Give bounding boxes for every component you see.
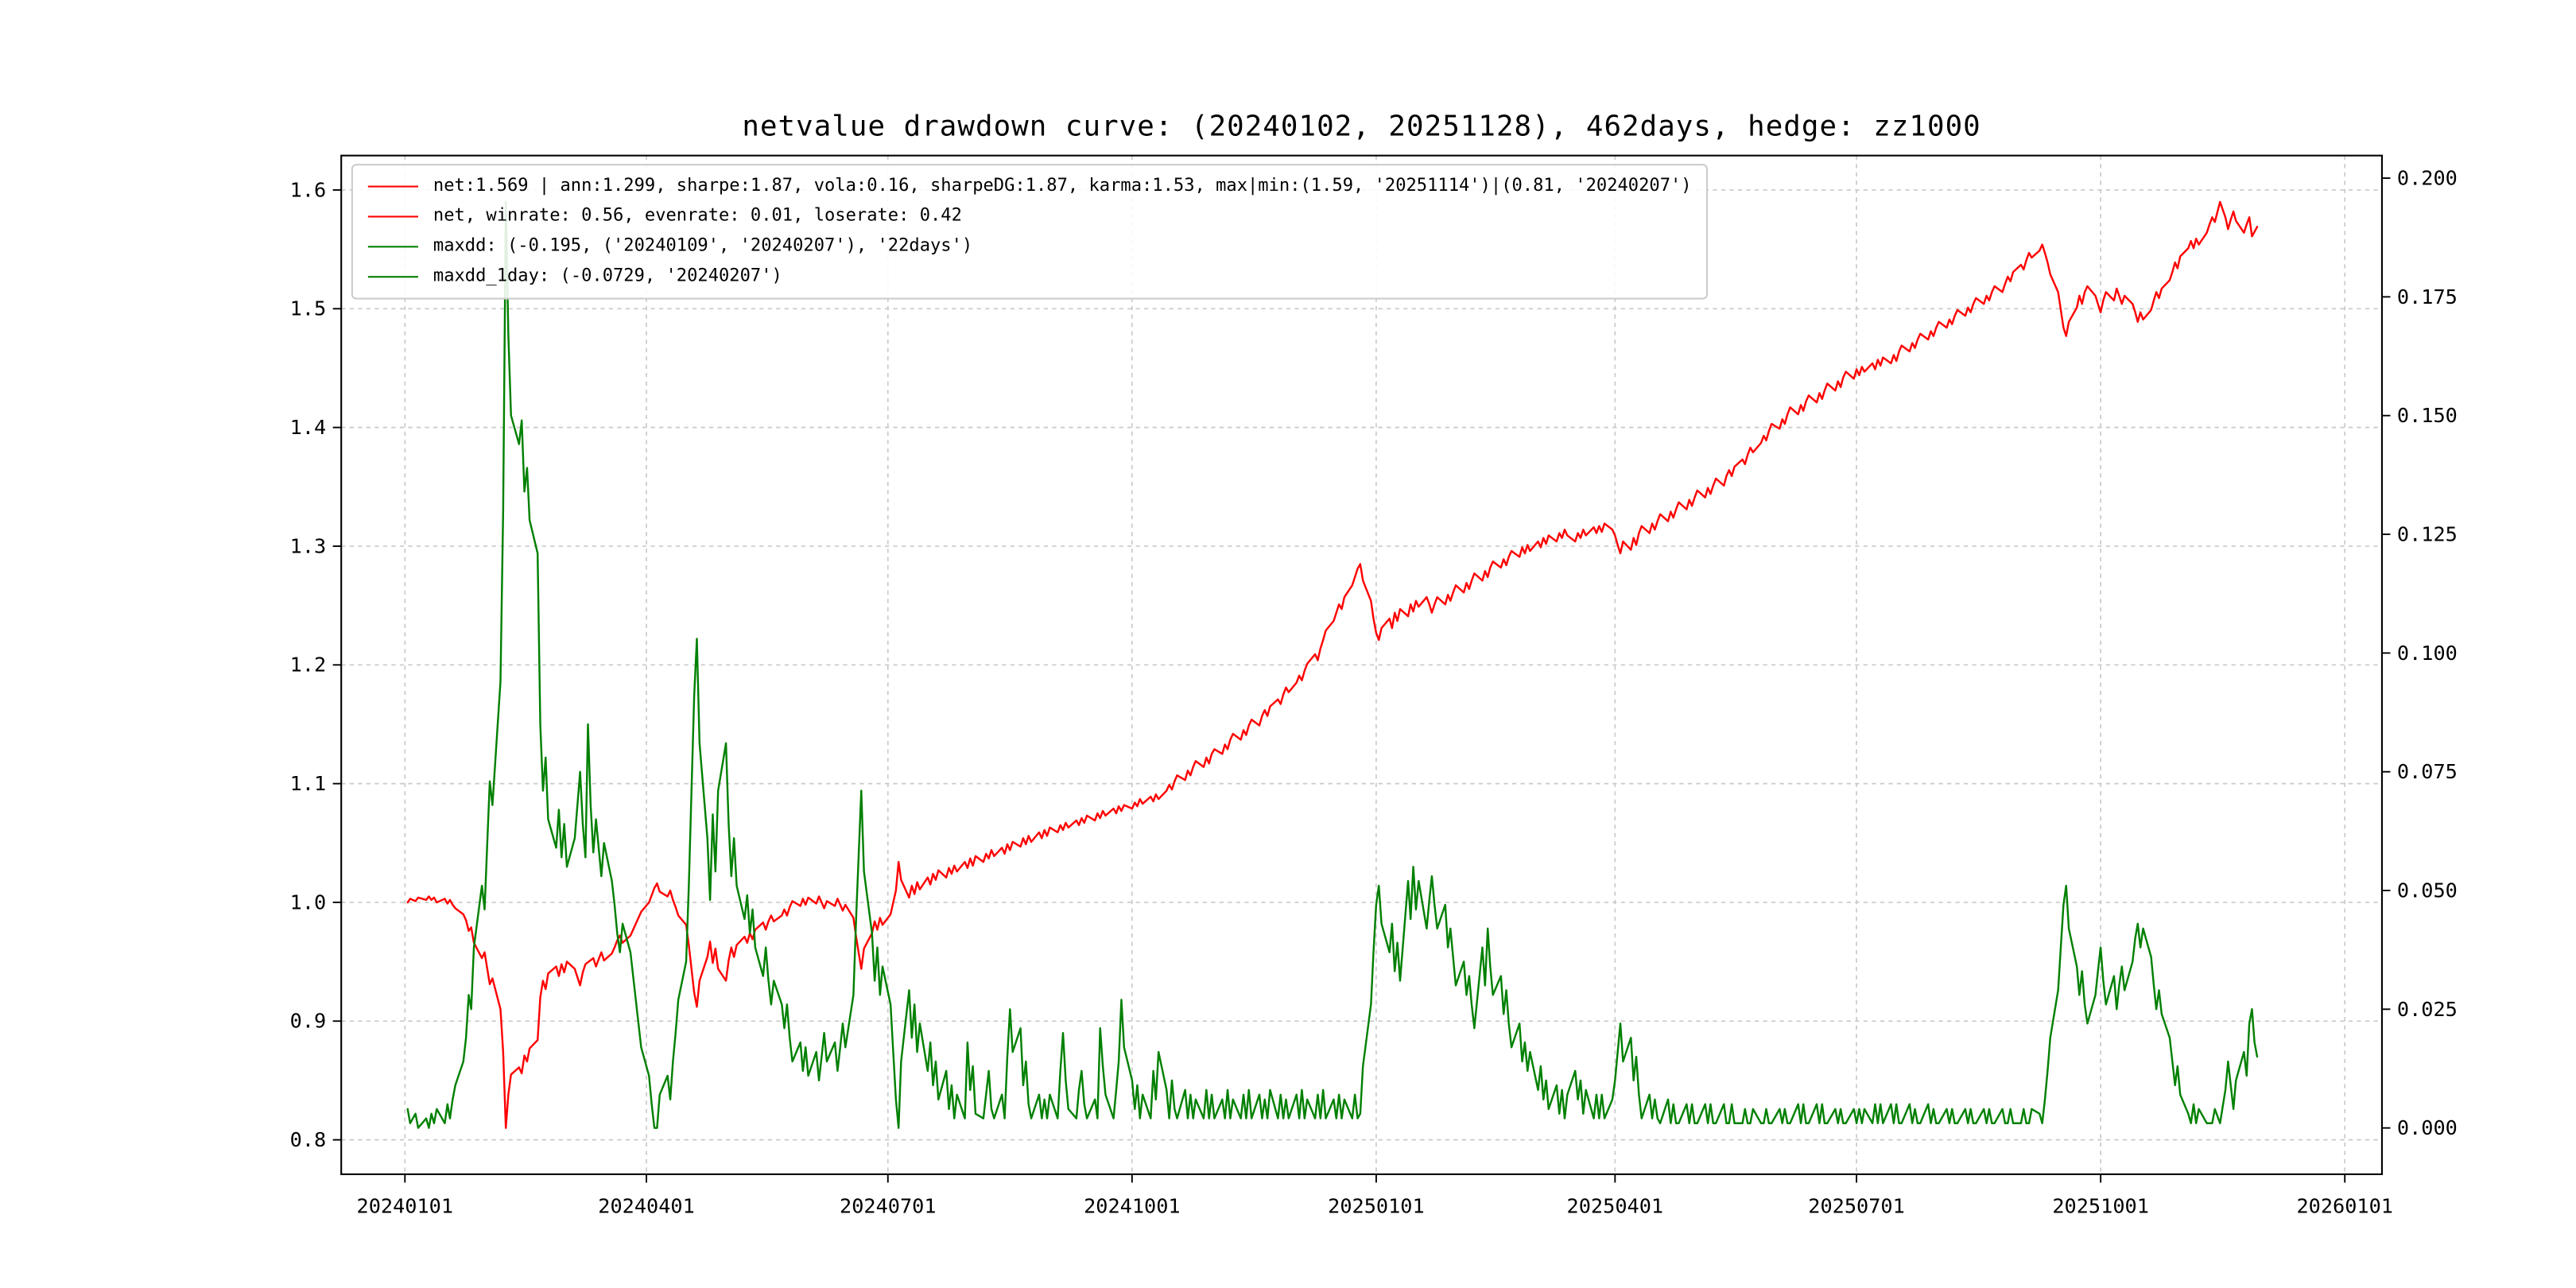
left-y-tick-label: 1.1 [290, 772, 327, 795]
x-tick-label: 20251001 [2052, 1194, 2149, 1217]
legend-label: maxdd_1day: (-0.0729, '20240207') [433, 266, 782, 286]
right-y-tick-label: 0.100 [2397, 642, 2458, 665]
left-y-tick-label: 1.4 [290, 416, 327, 439]
left-y-tick-label: 1.2 [290, 654, 327, 677]
left-y-tick-label: 1.3 [290, 534, 327, 557]
legend-label: net:1.569 | ann:1.299, sharpe:1.87, vola… [433, 175, 1692, 196]
legend-entry: net:1.569 | ann:1.299, sharpe:1.87, vola… [367, 175, 1692, 197]
left-y-tick-label: 0.8 [290, 1128, 327, 1151]
chart-title: netvalue drawdown curve: (20240102, 2025… [742, 110, 1981, 144]
x-tick-label: 20250701 [1808, 1194, 1905, 1217]
legend-entry: maxdd_1day: (-0.0729, '20240207') [367, 266, 1692, 288]
right-y-tick-label: 0.150 [2397, 404, 2458, 427]
net-line [406, 200, 2259, 1129]
left-y-tick-label: 0.9 [290, 1010, 327, 1033]
left-y-tick-label: 1.0 [290, 890, 327, 914]
legend: net:1.569 | ann:1.299, sharpe:1.87, vola… [351, 164, 1709, 300]
maxdd-line [406, 200, 2259, 1129]
right-y-tick-label: 0.025 [2397, 998, 2458, 1021]
legend-line-sample [367, 185, 418, 188]
right-y-tick-label: 0.175 [2397, 285, 2458, 308]
x-tick-label: 20240101 [357, 1194, 454, 1217]
legend-entry: maxdd: (-0.195, ('20240109', '20240207')… [367, 235, 1692, 258]
legend-label: net, winrate: 0.56, evenrate: 0.01, lose… [433, 205, 962, 227]
right-y-tick-label: 0.000 [2397, 1116, 2458, 1139]
legend-line-sample [367, 215, 418, 218]
right-y-tick-label: 0.125 [2397, 522, 2458, 545]
x-tick-label: 20250101 [1328, 1194, 1425, 1217]
left-y-tick-label: 1.6 [290, 178, 327, 201]
legend-entry: net, winrate: 0.56, evenrate: 0.01, lose… [367, 205, 1692, 227]
right-y-tick-label: 0.075 [2397, 760, 2458, 783]
x-tick-label: 20240401 [598, 1194, 695, 1217]
left-y-tick-label: 1.5 [290, 297, 327, 320]
legend-line-sample [367, 276, 418, 278]
x-tick-label: 20240701 [840, 1194, 937, 1217]
x-tick-label: 20260101 [2296, 1194, 2393, 1217]
legend-label: maxdd: (-0.195, ('20240109', '20240207')… [433, 235, 973, 256]
legend-line-sample [367, 246, 418, 248]
x-tick-label: 20241001 [1084, 1194, 1181, 1217]
right-y-tick-label: 0.050 [2397, 879, 2458, 902]
right-y-tick-label: 0.200 [2397, 166, 2458, 189]
x-tick-label: 20250401 [1567, 1194, 1664, 1217]
